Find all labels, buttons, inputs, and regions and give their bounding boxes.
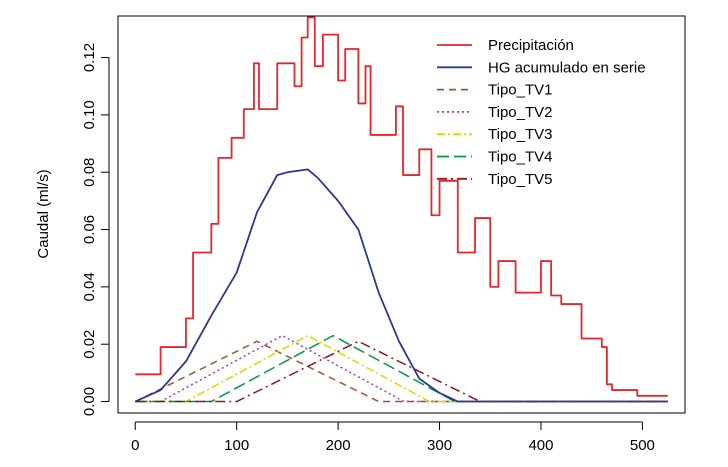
series-line-1 (134, 168, 668, 403)
axes: 0 100 200 300 400 500 0.00 0.02 0.04 0.06 0.08 0.10… (81, 43, 655, 454)
x-tick-label-2: 200 (326, 437, 351, 454)
legend-label-3: Tipo_TV2 (488, 104, 552, 121)
legend-label-5: Tipo_TV4 (488, 149, 552, 166)
y-axis-title: Caudal (ml/s) (35, 169, 52, 258)
legend: Precipitación HG acumulado en serie Tipo_T… (437, 37, 646, 188)
x-tick-label-4: 400 (528, 437, 553, 454)
x-tick-label-0: 0 (131, 437, 139, 454)
series-group (134, 16, 668, 403)
legend-label-6: Tipo_TV5 (488, 171, 552, 188)
legend-label-2: Tipo_TV1 (488, 82, 552, 99)
y-tick-label-4: 0.08 (81, 158, 98, 187)
y-tick-label-2: 0.04 (81, 272, 98, 301)
series-line-6 (135, 340, 668, 403)
x-tick-label-1: 100 (224, 437, 249, 454)
x-tick-label-3: 300 (427, 437, 452, 454)
y-tick-label-3: 0.06 (81, 215, 98, 244)
legend-label-4: Tipo_TV3 (488, 126, 552, 143)
y-tick-label-0: 0.00 (81, 387, 98, 416)
series-line-0 (135, 16, 668, 397)
plot-frame (117, 15, 686, 414)
x-tick-label-5: 500 (630, 437, 655, 454)
y-tick-label-6: 0.12 (81, 43, 98, 72)
legend-label-1: HG acumulado en serie (488, 59, 646, 76)
y-tick-label-5: 0.10 (81, 100, 98, 129)
y-tick-label-1: 0.02 (81, 330, 98, 359)
legend-label-0: Precipitación (488, 37, 574, 54)
series-line-5 (135, 334, 668, 403)
series-line-2 (134, 340, 668, 403)
